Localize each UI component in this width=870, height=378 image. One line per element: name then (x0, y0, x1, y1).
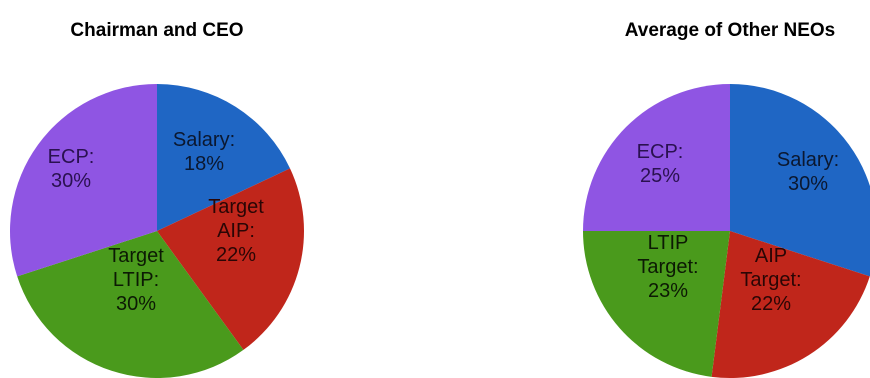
pie-slice-other-neos-ltip (583, 231, 730, 377)
pie-labels-other-neos: Salary: 30% AIP Target: 22% LTIP Target: 23% ECP… (637, 141, 839, 315)
pie-slice-chairman-ceo-target (17, 231, 244, 378)
slice-label-other-neos-ecp: ECP: 25% (637, 141, 684, 187)
pie-slices-chairman-ceo (9, 84, 305, 378)
pie-slice-chairman-ceo-ecp (9, 84, 157, 277)
slice-label-chairman-ceo-salary: Salary: 18% (173, 129, 235, 175)
pie-chart-other-neos: Average of Other NEOs Salary: 30% AIP Targe… (583, 20, 870, 378)
pie-slice-chairman-ceo-salary (157, 84, 291, 231)
pie-chart-chairman-ceo: Chairman and CEO Salary: 18% Target AIP: 22%… (9, 20, 305, 378)
slice-label-chairman-ceo-target: Target AIP: 22% (208, 196, 264, 266)
slice-label-other-neos-ltip: LTIP Target: 23% (637, 232, 698, 302)
pie-slices-other-neos (583, 84, 870, 378)
pie-slice-other-neos-ecp (583, 84, 730, 231)
chart-title-other-neos: Average of Other NEOs (625, 20, 835, 41)
pie-slice-chairman-ceo-target (157, 168, 305, 350)
chart-title-chairman-ceo: Chairman and CEO (70, 20, 243, 41)
slice-label-chairman-ceo-target: Target LTIP: 30% (108, 245, 164, 315)
pie-labels-chairman-ceo: Salary: 18% Target AIP: 22% Target LTIP: 30% ECP… (48, 129, 265, 315)
pie-slice-other-neos-aip (711, 231, 870, 378)
slice-label-chairman-ceo-ecp: ECP: 30% (48, 146, 95, 192)
slice-label-other-neos-salary: Salary: 30% (777, 149, 839, 195)
slice-label-other-neos-aip: AIP Target: 22% (740, 245, 801, 315)
pie-slice-other-neos-salary (730, 84, 870, 277)
